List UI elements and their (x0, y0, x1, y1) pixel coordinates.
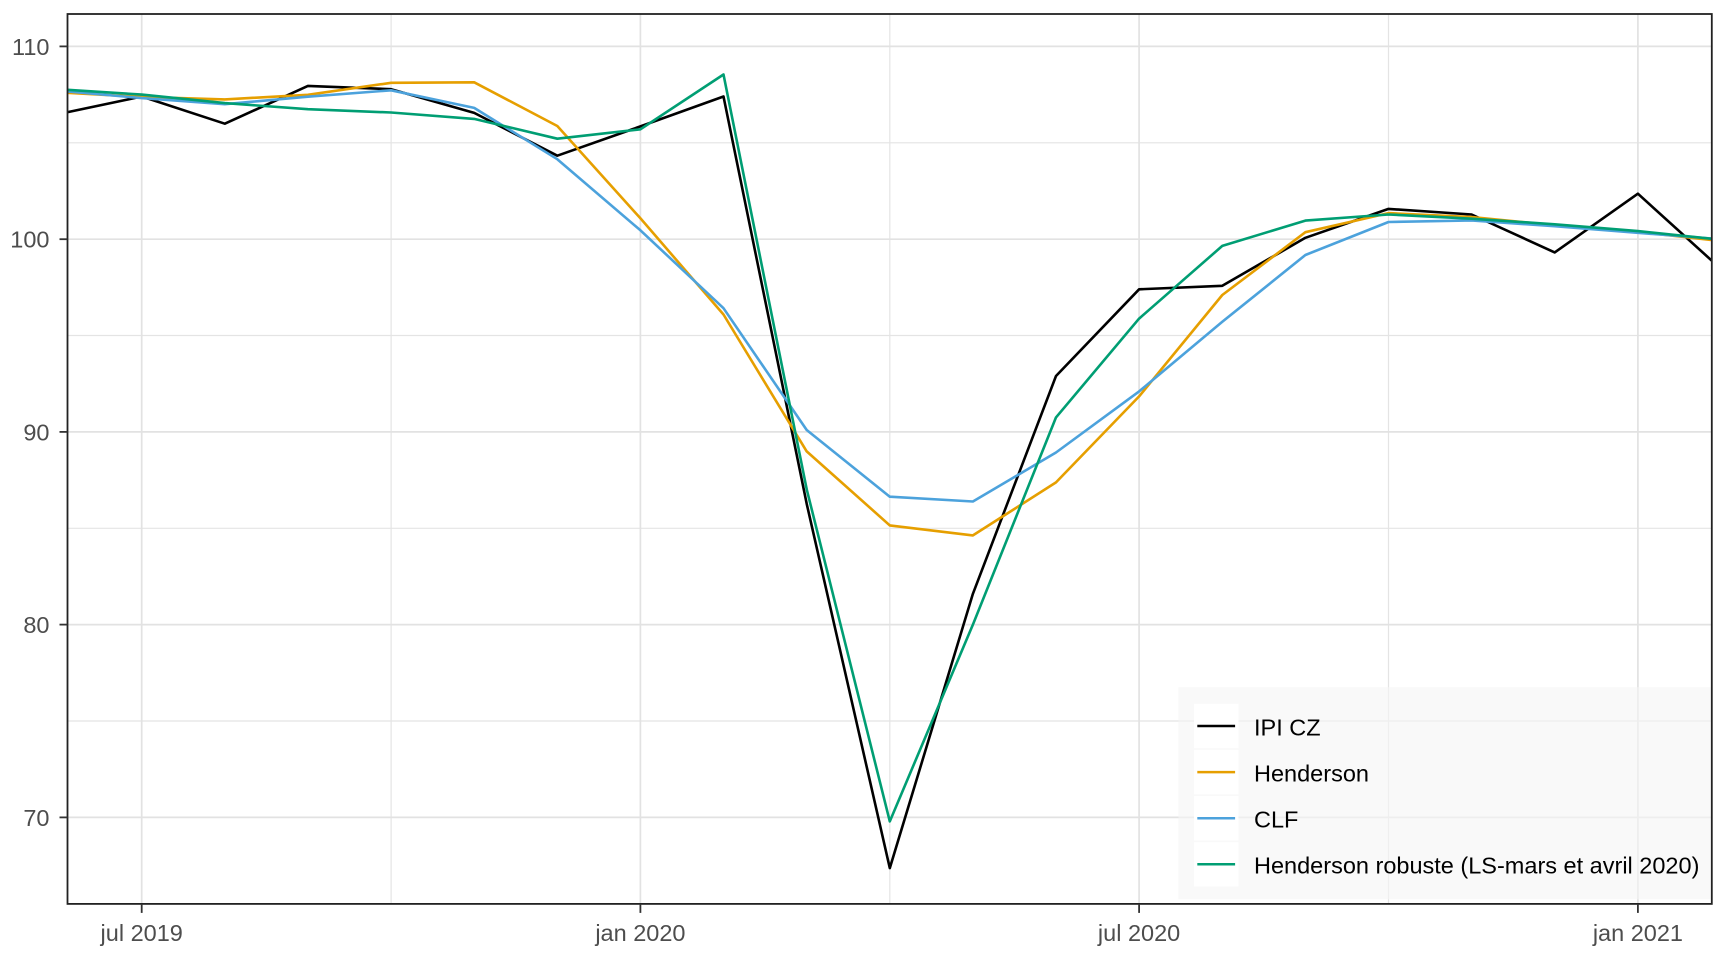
svg-text:Henderson: Henderson (1254, 760, 1369, 786)
svg-text:100: 100 (10, 227, 49, 253)
svg-text:70: 70 (23, 805, 49, 831)
svg-text:90: 90 (23, 419, 49, 445)
svg-text:jul 2020: jul 2020 (1097, 920, 1180, 946)
svg-text:IPI CZ: IPI CZ (1254, 714, 1321, 740)
svg-text:80: 80 (23, 612, 49, 638)
svg-text:jul 2019: jul 2019 (100, 920, 183, 946)
svg-text:110: 110 (12, 34, 49, 60)
svg-text:jan 2020: jan 2020 (594, 920, 685, 946)
svg-text:jan 2021: jan 2021 (1592, 920, 1683, 946)
svg-text:Henderson robuste (LS-mars et: Henderson robuste (LS-mars et avril 2020… (1254, 853, 1699, 879)
svg-text:CLF: CLF (1254, 807, 1298, 833)
